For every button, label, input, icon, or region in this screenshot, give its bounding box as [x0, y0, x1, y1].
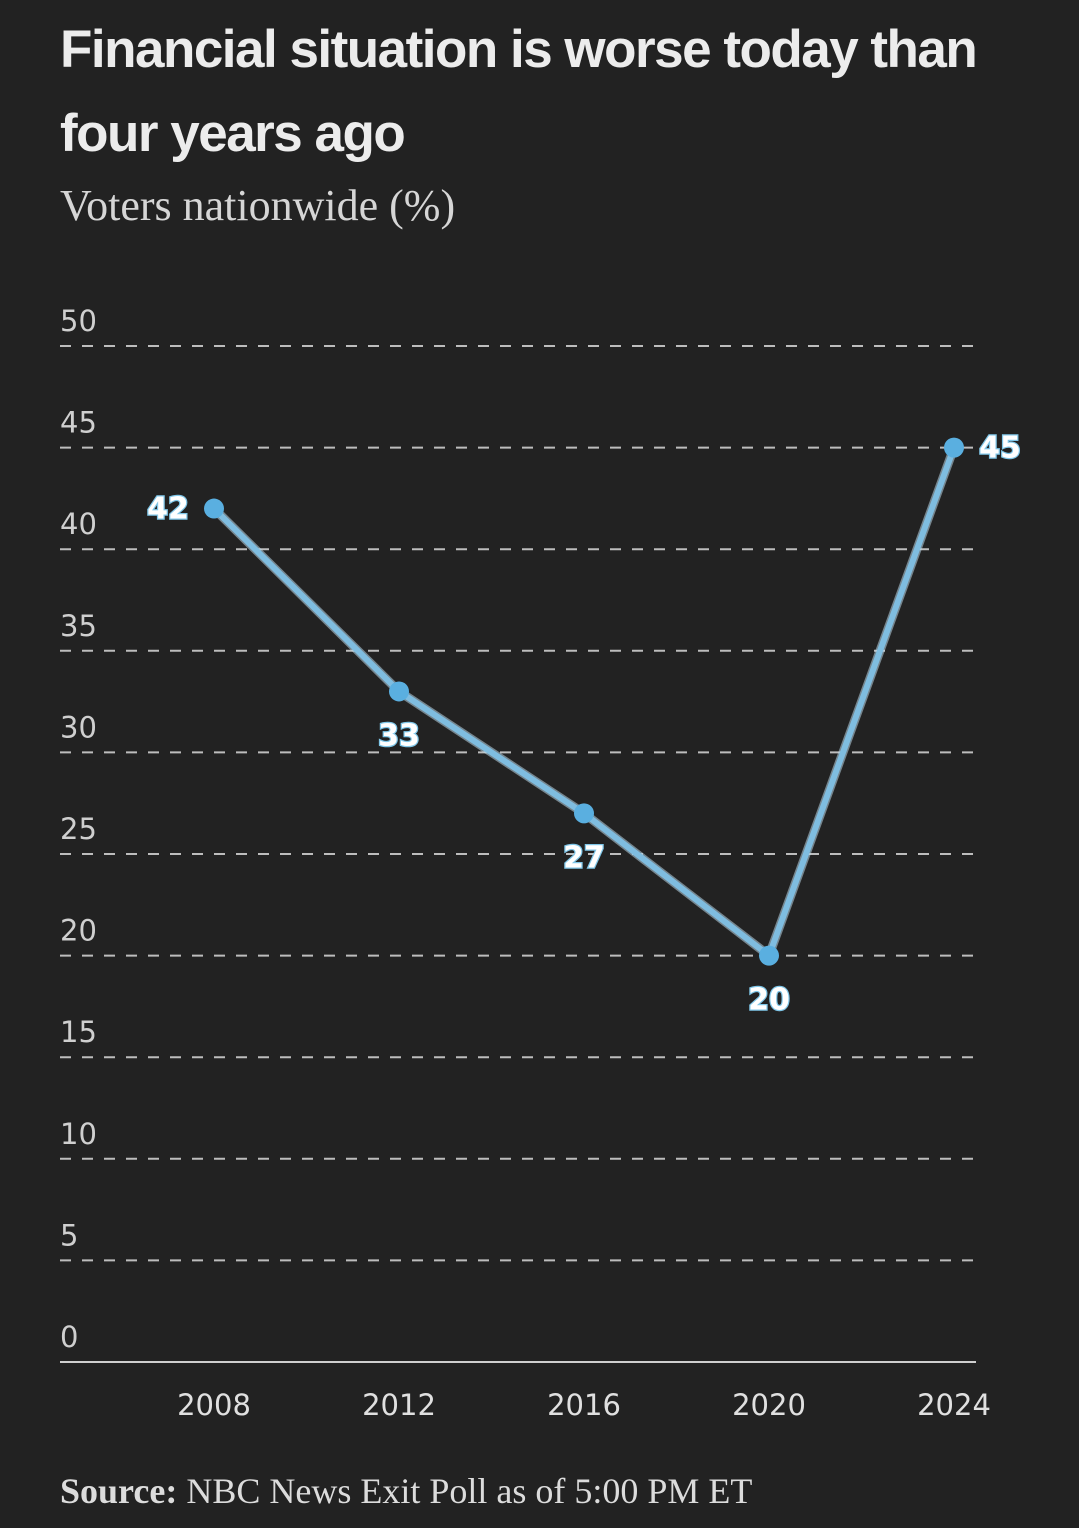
x-axis-ticks: 2008 2012 2016 2020 2024: [177, 1388, 991, 1422]
y-tick-label: 0: [60, 1320, 78, 1354]
y-tick-label: 45: [60, 406, 97, 440]
x-tick-label: 2008: [177, 1388, 251, 1422]
data-label: 33: [378, 718, 420, 753]
x-tick-label: 2012: [362, 1388, 436, 1422]
source-note: Source: NBC News Exit Poll as of 5:00 PM…: [60, 1468, 752, 1514]
chart-title: Financial situation is worse today than …: [60, 20, 978, 163]
y-tick-label: 30: [60, 710, 97, 744]
x-tick-label: 2020: [732, 1388, 806, 1422]
data-point: [389, 681, 409, 702]
gridlines: [60, 345, 976, 1262]
data-label: 42: [147, 492, 189, 527]
data-label: 20: [748, 983, 790, 1018]
source-text: NBC News Exit Poll as of 5:00 PM ET: [186, 1471, 753, 1511]
y-tick-label: 10: [60, 1117, 97, 1151]
y-tick-label: 15: [60, 1015, 97, 1049]
data-point: [759, 945, 779, 966]
x-tick-label: 2016: [547, 1388, 621, 1422]
data-point: [574, 803, 594, 824]
series-line-path: [211, 444, 957, 959]
y-tick-label: 20: [60, 914, 97, 948]
y-axis-ticks: 0 5 10 15 20 25 30 35 40 45 50: [60, 304, 97, 1354]
data-label: 27: [563, 840, 605, 875]
x-tick-label: 2024: [917, 1388, 991, 1422]
data-labels: 42 33 27 20 45: [146, 429, 1022, 1018]
series-line-glow: [209, 443, 959, 961]
source-label: Source:: [60, 1471, 178, 1511]
data-label: 45: [979, 431, 1021, 466]
y-tick-label: 25: [60, 812, 97, 846]
series-markers: [204, 437, 964, 966]
y-tick-label: 40: [60, 507, 97, 541]
data-point: [944, 437, 964, 458]
data-point: [204, 498, 224, 519]
y-tick-label: 5: [60, 1218, 78, 1252]
series-line: [209, 443, 959, 961]
chart-subtitle: Voters nationwide (%): [60, 181, 456, 230]
y-tick-label: 50: [60, 304, 97, 338]
y-tick-label: 35: [60, 609, 97, 643]
